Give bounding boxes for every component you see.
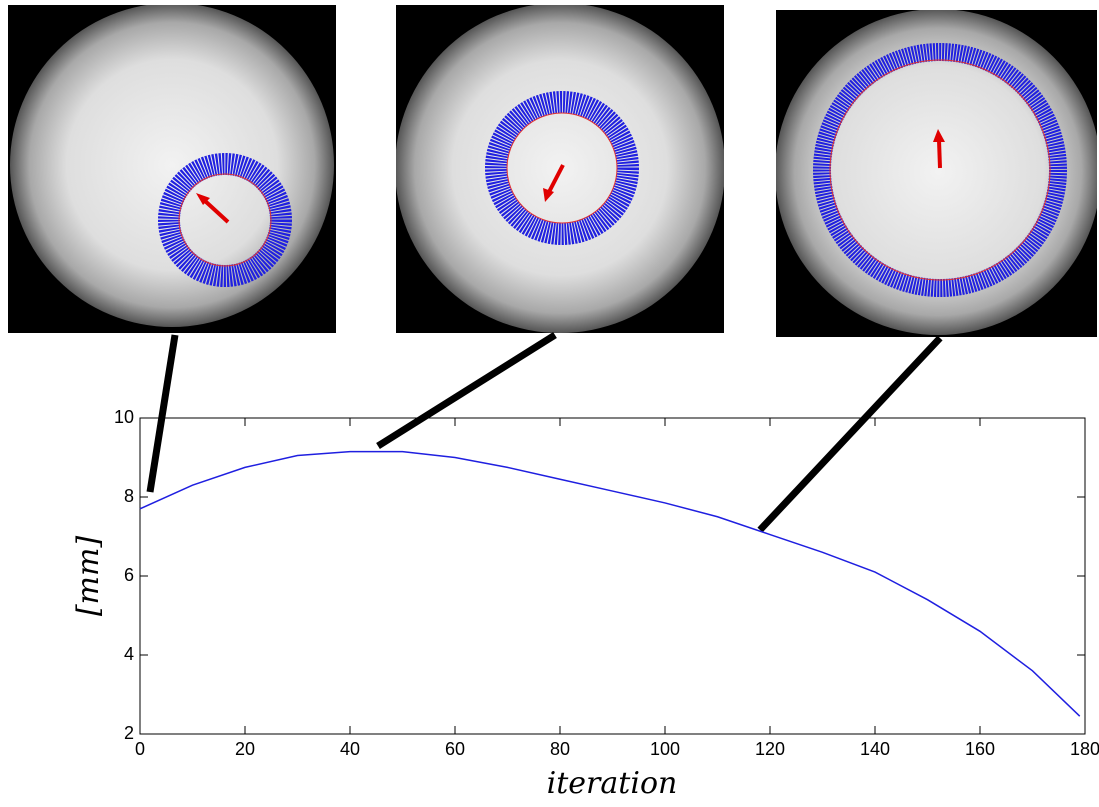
- y-tick-label: 4: [124, 644, 134, 664]
- plot-frame: [139, 417, 1086, 735]
- data-line: [139, 450, 1081, 717]
- x-tick-label: 120: [755, 739, 785, 759]
- x-tick-label: 80: [550, 739, 570, 759]
- x-tick-label: 20: [235, 739, 255, 759]
- y-tick-label: 2: [124, 723, 134, 743]
- snapshot-1: [8, 5, 336, 333]
- y-tick-label: 6: [124, 565, 134, 585]
- x-tick-label: 140: [860, 739, 890, 759]
- snapshot-2: [396, 5, 724, 333]
- x-tick-label: 160: [965, 739, 995, 759]
- y-tick-label: 8: [124, 486, 134, 506]
- snapshot-3: [776, 10, 1097, 337]
- x-axis-label: iteration: [547, 766, 678, 801]
- y-axis-label: [mm]: [71, 536, 106, 617]
- x-tick-label: 60: [445, 739, 465, 759]
- x-tick-label: 100: [650, 739, 680, 759]
- y-tick-label: 10: [114, 407, 134, 427]
- connectors: [146, 332, 943, 533]
- x-tick-label: 180: [1070, 739, 1099, 759]
- x-tick-label: 40: [340, 739, 360, 759]
- x-tick-label: 0: [135, 739, 145, 759]
